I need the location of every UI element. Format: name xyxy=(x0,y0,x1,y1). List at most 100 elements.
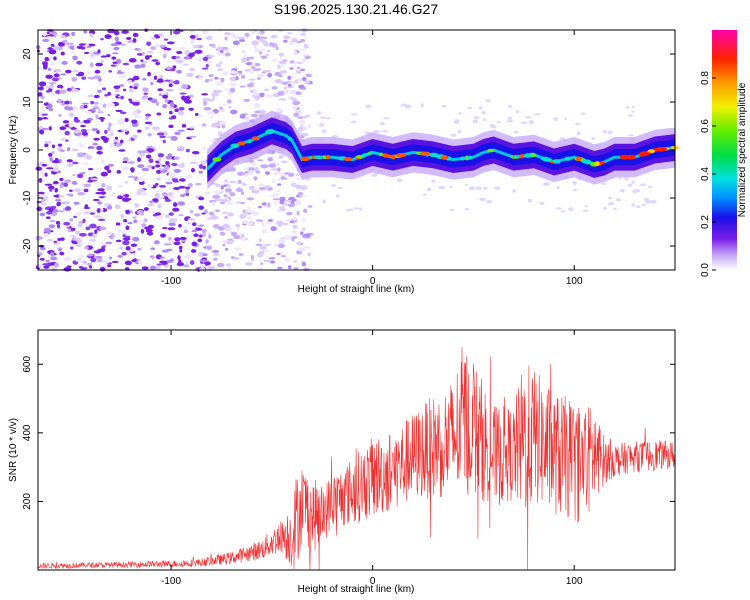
heatmap-noise-cell xyxy=(89,33,94,38)
heatmap-noise-cell xyxy=(107,205,113,210)
heatmap-noise-cell xyxy=(235,201,243,204)
heatmap-noise-cell xyxy=(73,188,82,193)
heatmap-noise-cell xyxy=(81,162,90,165)
heatmap-noise-cell xyxy=(273,201,278,205)
heatmap-noise-cell xyxy=(100,55,108,58)
heatmap-noise-cell xyxy=(245,61,253,66)
heatmap-noise-cell xyxy=(52,181,59,185)
heatmap-noise-cell xyxy=(94,69,101,74)
heatmap-noise-cell xyxy=(464,208,470,211)
heatmap-noise-cell xyxy=(131,134,138,139)
heatmap-noise-cell xyxy=(198,75,203,80)
heatmap-noise-cell xyxy=(136,52,144,56)
heatmap-noise-cell xyxy=(119,246,124,250)
heatmap-noise-cell xyxy=(482,118,487,122)
heatmap-noise-cell xyxy=(116,71,124,75)
heatmap-noise-cell xyxy=(184,174,193,179)
heatmap-noise-cell xyxy=(109,142,115,148)
heatmap-noise-cell xyxy=(101,245,106,249)
heatmap-noise-cell xyxy=(86,69,92,75)
heatmap-noise-cell xyxy=(228,230,233,234)
heatmap-noise-cell xyxy=(267,202,271,208)
heatmap-noise-cell xyxy=(172,202,178,207)
heatmap-noise-cell xyxy=(114,136,119,140)
heatmap-noise-cell xyxy=(73,201,80,205)
heatmap-noise-cell xyxy=(104,34,112,39)
heatmap-noise-cell xyxy=(303,43,309,49)
heatmap-noise-cell xyxy=(277,208,282,213)
heatmap-noise-cell xyxy=(115,239,122,243)
heatmap-noise-cell xyxy=(117,184,124,188)
heatmap-noise-cell xyxy=(265,171,271,175)
heatmap-noise-cell xyxy=(87,128,91,132)
heatmap-noise-cell xyxy=(51,144,56,149)
heatmap-noise-cell xyxy=(60,137,66,141)
heatmap-noise-cell xyxy=(212,249,220,253)
heatmap-noise-cell xyxy=(256,170,261,174)
heatmap-noise-cell xyxy=(584,205,588,208)
heatmap-noise-cell xyxy=(133,219,138,224)
heatmap-noise-cell xyxy=(201,228,207,234)
heatmap-noise-cell xyxy=(38,92,43,97)
heatmap-noise-cell xyxy=(67,163,74,168)
heatmap-noise-cell xyxy=(222,71,229,76)
heatmap-noise-cell xyxy=(335,194,340,198)
heatmap-noise-cell xyxy=(431,179,436,183)
heatmap-noise-cell xyxy=(68,100,73,105)
heatmap-noise-cell xyxy=(124,260,132,266)
heatmap-noise-cell xyxy=(60,102,66,106)
heatmap-noise-cell xyxy=(202,97,211,102)
heatmap-noise-cell xyxy=(164,199,172,202)
heatmap-noise-cell xyxy=(183,264,190,268)
heatmap-noise-cell xyxy=(318,123,325,127)
heatmap-noise-cell xyxy=(580,112,586,115)
heatmap-noise-cell xyxy=(83,188,89,193)
heatmap-noise-cell xyxy=(302,208,308,214)
heatmap-noise-cell xyxy=(283,86,288,90)
heatmap-noise-cell xyxy=(485,99,492,103)
heatmap-noise-cell xyxy=(57,87,62,91)
heatmap-noise-cell xyxy=(253,189,260,194)
heatmap-noise-cell xyxy=(224,88,230,91)
heatmap-noise-cell xyxy=(144,126,150,130)
heatmap-noise-cell xyxy=(46,238,54,242)
heatmap-noise-cell xyxy=(41,163,48,167)
heatmap-noise-cell xyxy=(173,168,181,174)
heatmap-noise-cell xyxy=(166,259,172,264)
heatmap-noise-cell xyxy=(241,50,245,53)
heatmap-noise-cell xyxy=(256,68,261,71)
snr-plot-area xyxy=(38,330,675,570)
heatmap-noise-cell xyxy=(146,41,152,46)
heatmap-noise-cell xyxy=(111,260,119,264)
heatmap-noise-cell xyxy=(160,233,166,238)
heatmap-noise-cell xyxy=(178,86,183,91)
heatmap-noise-cell xyxy=(381,130,389,133)
heatmap-noise-cell xyxy=(191,150,200,155)
heatmap-noise-cell xyxy=(240,191,245,196)
heatmap-noise-cell xyxy=(224,179,228,182)
heatmap-ridge-cell xyxy=(300,156,311,162)
heatmap-noise-cell xyxy=(163,165,170,171)
heatmap-noise-cell xyxy=(209,116,215,119)
heatmap-noise-cell xyxy=(277,90,285,96)
heatmap-noise-cell xyxy=(275,46,279,51)
heatmap-noise-cell xyxy=(128,98,132,101)
heatmap-noise-cell xyxy=(156,112,162,116)
heatmap-noise-cell xyxy=(262,38,267,42)
heatmap-noise-cell xyxy=(97,89,102,93)
heatmap-noise-cell xyxy=(115,222,121,226)
heatmap-noise-cell xyxy=(247,216,253,220)
heatmap-noise-cell xyxy=(41,127,49,131)
heatmap-noise-cell xyxy=(40,115,45,118)
heatmap-noise-cell xyxy=(221,123,226,129)
heatmap-noise-cell xyxy=(160,92,168,96)
heatmap-noise-cell xyxy=(222,181,231,184)
heatmap-noise-cell xyxy=(219,49,224,54)
heatmap-noise-cell xyxy=(303,246,311,249)
heatmap-noise-cell xyxy=(120,213,125,219)
heatmap-ridge-cell xyxy=(313,155,323,159)
heatmap-noise-cell xyxy=(450,133,457,137)
heatmap-noise-cell xyxy=(250,254,254,260)
heatmap-noise-cell xyxy=(117,228,122,233)
heatmap-noise-cell xyxy=(235,223,241,228)
